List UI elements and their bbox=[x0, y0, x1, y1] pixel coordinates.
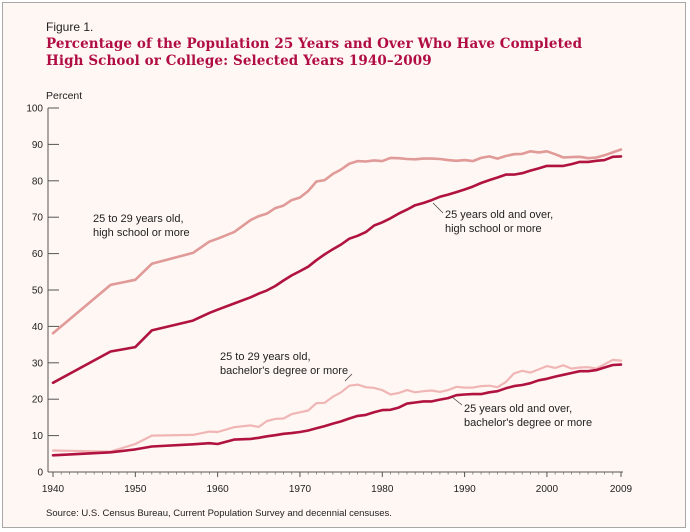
series-line-4 bbox=[51, 363, 623, 457]
x-tick-label: 1980 bbox=[371, 484, 394, 495]
series-annotation-4: bachelor's degree or more bbox=[464, 417, 592, 429]
annotation-leader bbox=[432, 202, 444, 214]
x-tick-label: 1940 bbox=[42, 484, 65, 495]
annotation-leader bbox=[451, 396, 463, 406]
y-tick-label: 100 bbox=[26, 104, 43, 115]
series-annotation-1: 25 to 29 years old, bbox=[93, 213, 184, 225]
x-tick-label: 2000 bbox=[536, 484, 559, 495]
annotation-leader bbox=[344, 373, 353, 382]
series-annotation-2: high school or more bbox=[445, 223, 542, 235]
y-axis-label: Percent bbox=[46, 90, 83, 102]
x-tick-label: 1960 bbox=[207, 484, 230, 495]
y-tick-label: 30 bbox=[32, 358, 44, 369]
y-tick-label: 0 bbox=[37, 468, 43, 479]
series-annotation-1: high school or more bbox=[93, 227, 190, 239]
source-note: Source: U.S. Census Bureau, Current Popu… bbox=[46, 508, 392, 519]
series-line-3 bbox=[51, 358, 623, 453]
series-annotation-3: bachelor's degree or more bbox=[220, 365, 348, 377]
y-tick-label: 60 bbox=[32, 249, 44, 260]
x-tick-label: 1950 bbox=[124, 484, 147, 495]
y-tick-label: 70 bbox=[32, 213, 44, 224]
x-tick-label: 1970 bbox=[289, 484, 312, 495]
y-tick-label: 50 bbox=[32, 286, 44, 297]
chart-title-line-1: Percentage of the Population 25 Years an… bbox=[46, 36, 583, 52]
y-tick-label: 20 bbox=[32, 395, 44, 406]
y-tick-label: 90 bbox=[32, 140, 44, 151]
y-tick-label: 80 bbox=[32, 176, 44, 187]
x-tick-label: 1990 bbox=[453, 484, 476, 495]
series-line-1 bbox=[51, 148, 623, 335]
series-line-2 bbox=[51, 155, 623, 385]
y-tick-label: 10 bbox=[32, 431, 44, 442]
x-tick-label: 2009 bbox=[610, 484, 633, 495]
figure-label: Figure 1. bbox=[46, 20, 94, 34]
series-annotation-2: 25 years old and over, bbox=[445, 209, 553, 221]
chart-title: Percentage of the Population 25 Years an… bbox=[46, 36, 582, 70]
series-annotation-4: 25 years old and over, bbox=[464, 403, 572, 415]
series-annotation-3: 25 to 29 years old, bbox=[220, 351, 311, 363]
chart-title-line-2: High School or College: Selected Years 1… bbox=[46, 53, 432, 69]
y-tick-label: 40 bbox=[32, 322, 44, 333]
